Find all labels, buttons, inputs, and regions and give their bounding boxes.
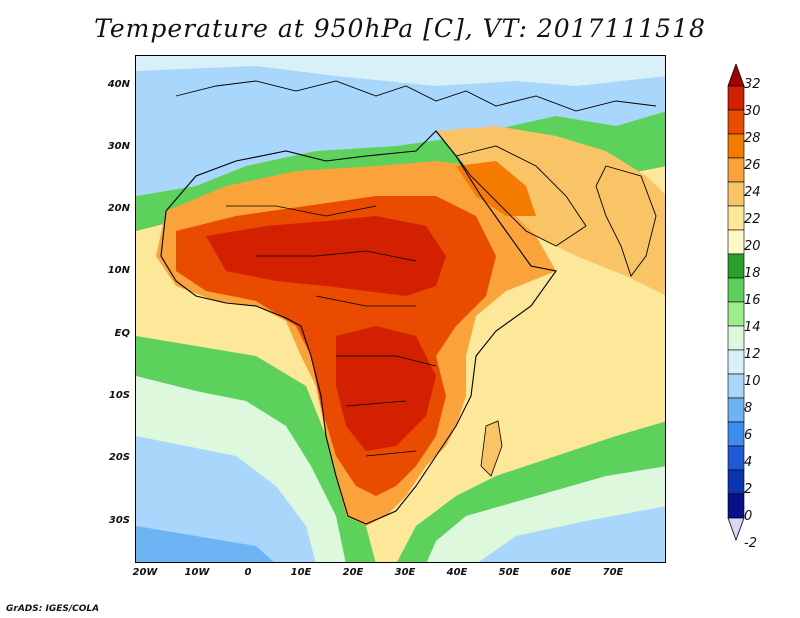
temperature-map [135, 55, 666, 563]
cbar-label-30: 30 [744, 104, 761, 119]
lat-label-20s: 20S [108, 452, 130, 463]
cbar-label-6: 6 [744, 428, 753, 443]
colorbar-cell [727, 445, 745, 471]
colorbar [727, 64, 745, 542]
cbar-label-0: 0 [744, 509, 753, 524]
south-atlantic-colder [136, 526, 274, 562]
cbar-label-neg2: -2 [744, 536, 757, 551]
lon-label-70e: 70E [602, 567, 624, 578]
sahel-hottest [206, 216, 446, 296]
colorbar-cell [727, 301, 745, 327]
lat-label-10s: 10S [108, 390, 130, 401]
cbar-label-28: 28 [744, 131, 761, 146]
lat-label-eq: EQ [114, 328, 130, 339]
colorbar-cell [727, 325, 745, 351]
lat-label-10n: 10N [107, 265, 130, 276]
colorbar-cell [727, 397, 745, 423]
colorbar-cell [727, 133, 745, 159]
cbar-label-24: 24 [744, 185, 761, 200]
lon-label-20e: 20E [342, 567, 364, 578]
colorbar-cell [727, 109, 745, 135]
cbar-label-18: 18 [744, 266, 761, 281]
colorbar-cell [727, 373, 745, 399]
lon-label-10w: 10W [184, 567, 210, 578]
europe-cool-region [136, 56, 665, 86]
grads-credit: GrADS: IGES/COLA [6, 604, 100, 614]
colorbar-cell [727, 181, 745, 207]
colorbar-cell [727, 229, 745, 255]
lat-label-30n: 30N [107, 141, 130, 152]
colorbar-cell [727, 157, 745, 183]
lon-label-60e: 60E [550, 567, 572, 578]
colorbar-cell [727, 493, 745, 519]
lon-label-30e: 30E [394, 567, 416, 578]
lat-label-20n: 20N [107, 203, 130, 214]
cbar-label-12: 12 [744, 347, 761, 362]
colorbar-cell [727, 253, 745, 279]
africa-coastline [160, 130, 557, 525]
madagascar [480, 420, 503, 477]
chart-title: Temperature at 950hPa [C], VT: 201711151… [94, 14, 706, 43]
lon-label-40e: 40E [446, 567, 468, 578]
arabia-outline [455, 145, 587, 247]
colorbar-cell [727, 85, 745, 111]
cbar-label-20: 20 [744, 239, 761, 254]
europe-coastline [175, 80, 657, 112]
cbar-label-14: 14 [744, 320, 761, 335]
lat-label-40n: 40N [107, 79, 130, 90]
cbar-label-4: 4 [744, 455, 753, 470]
country-borders [226, 205, 437, 457]
lon-label-10e: 10E [290, 567, 312, 578]
cbar-label-16: 16 [744, 293, 761, 308]
colorbar-cell [727, 469, 745, 495]
cbar-label-10: 10 [744, 374, 761, 389]
cbar-label-22: 22 [744, 212, 761, 227]
south-atlantic-cold [136, 436, 316, 562]
colorbar-cell [727, 421, 745, 447]
cbar-label-32: 32 [744, 77, 761, 92]
lon-label-20w: 20W [132, 567, 158, 578]
lon-label-0: 0 [244, 567, 252, 578]
cbar-label-2: 2 [744, 482, 753, 497]
north-cold-region [136, 56, 665, 196]
cbar-label-26: 26 [744, 158, 761, 173]
cbar-label-8: 8 [744, 401, 753, 416]
southern-africa-hottest [336, 326, 436, 451]
colorbar-cell [727, 205, 745, 231]
colorbar-cell [727, 349, 745, 375]
arabia-hot [456, 161, 536, 216]
map-canvas [136, 56, 665, 562]
colorbar-top-arrow [727, 64, 745, 87]
colorbar-bottom-arrow [727, 517, 745, 542]
south-indian-cold [478, 506, 665, 562]
lon-label-50e: 50E [498, 567, 520, 578]
colorbar-cell [727, 277, 745, 303]
india-outline [595, 165, 657, 277]
lat-label-30s: 30S [108, 515, 130, 526]
